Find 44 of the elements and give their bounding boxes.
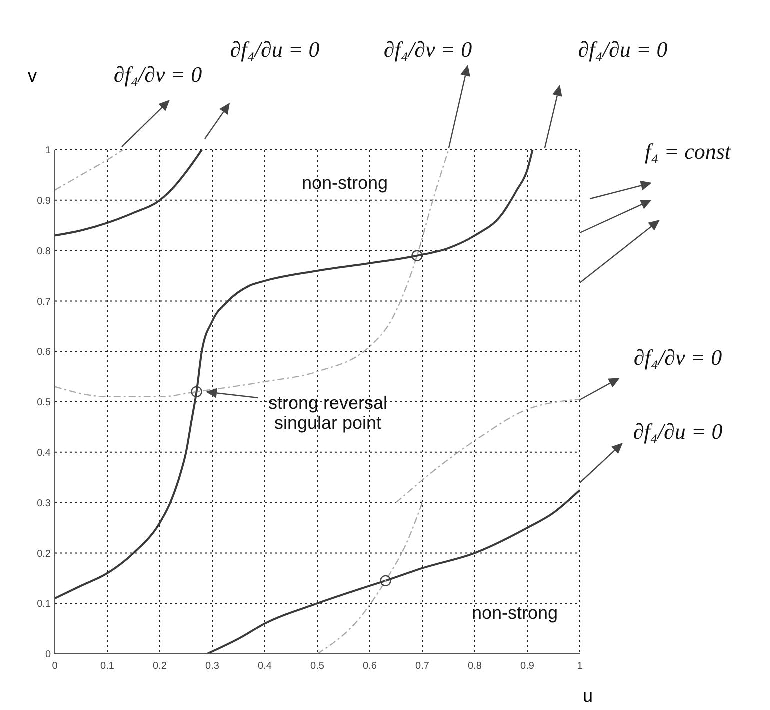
y-tick-label: 0.1 — [37, 599, 52, 610]
x-tick-label: 0.5 — [310, 661, 325, 672]
x-tick-label: 0.1 — [100, 661, 115, 672]
line-series — [316, 502, 424, 654]
x-tick-label: 0.7 — [416, 661, 430, 672]
line-series — [55, 150, 534, 600]
x-tick-label: 0.3 — [206, 661, 220, 672]
y-tick-label: 0.6 — [37, 347, 52, 358]
line-series — [396, 398, 580, 504]
text: ∂f₄/∂u = 0 — [632, 419, 724, 444]
text: ∂f₄/∂v = 0 — [382, 37, 474, 62]
line-series — [55, 150, 450, 398]
y-tick-label: 1 — [45, 146, 52, 157]
y-tick-label: 0.8 — [37, 246, 52, 258]
line-series — [206, 489, 580, 654]
text: ∂f₄/∂u = 0 — [229, 37, 321, 62]
y-tick-label: 0.4 — [37, 448, 52, 459]
text: ∂f₄/∂v = 0 — [632, 345, 724, 370]
x-tick-label: 0.8 — [468, 661, 482, 672]
text: f₄ = const — [644, 139, 732, 164]
text: ∂f₄/∂v = 0 — [112, 62, 204, 88]
annotation: non-strong — [300, 173, 390, 194]
x-tick-label: 1 — [577, 661, 584, 672]
annotation: non-strong — [470, 603, 560, 624]
point — [191, 386, 202, 398]
text: ∂f₄/∂u = 0 — [577, 37, 669, 62]
y-axis-title: v — [28, 66, 37, 87]
y-tick-label: 0.3 — [37, 498, 52, 510]
y-tick-label: 0.7 — [37, 296, 52, 308]
y-tick-label: 0.5 — [37, 398, 52, 409]
annotation: strong reversal singular point — [267, 393, 389, 434]
x-axis-title: u — [583, 686, 594, 707]
point — [380, 575, 392, 587]
line-series — [55, 150, 124, 191]
line-series — [55, 150, 203, 237]
x-tick-label: 0.9 — [520, 661, 535, 672]
point — [412, 250, 423, 262]
y-tick-label: 0 — [45, 650, 52, 661]
x-tick-label: 0 — [52, 661, 58, 672]
y-tick-label: 0.9 — [37, 196, 52, 207]
x-tick-label: 0.6 — [363, 661, 378, 672]
x-tick-label: 0.4 — [258, 661, 272, 672]
y-tick-label: 0.2 — [37, 548, 52, 560]
x-tick-label: 0.2 — [153, 661, 168, 672]
